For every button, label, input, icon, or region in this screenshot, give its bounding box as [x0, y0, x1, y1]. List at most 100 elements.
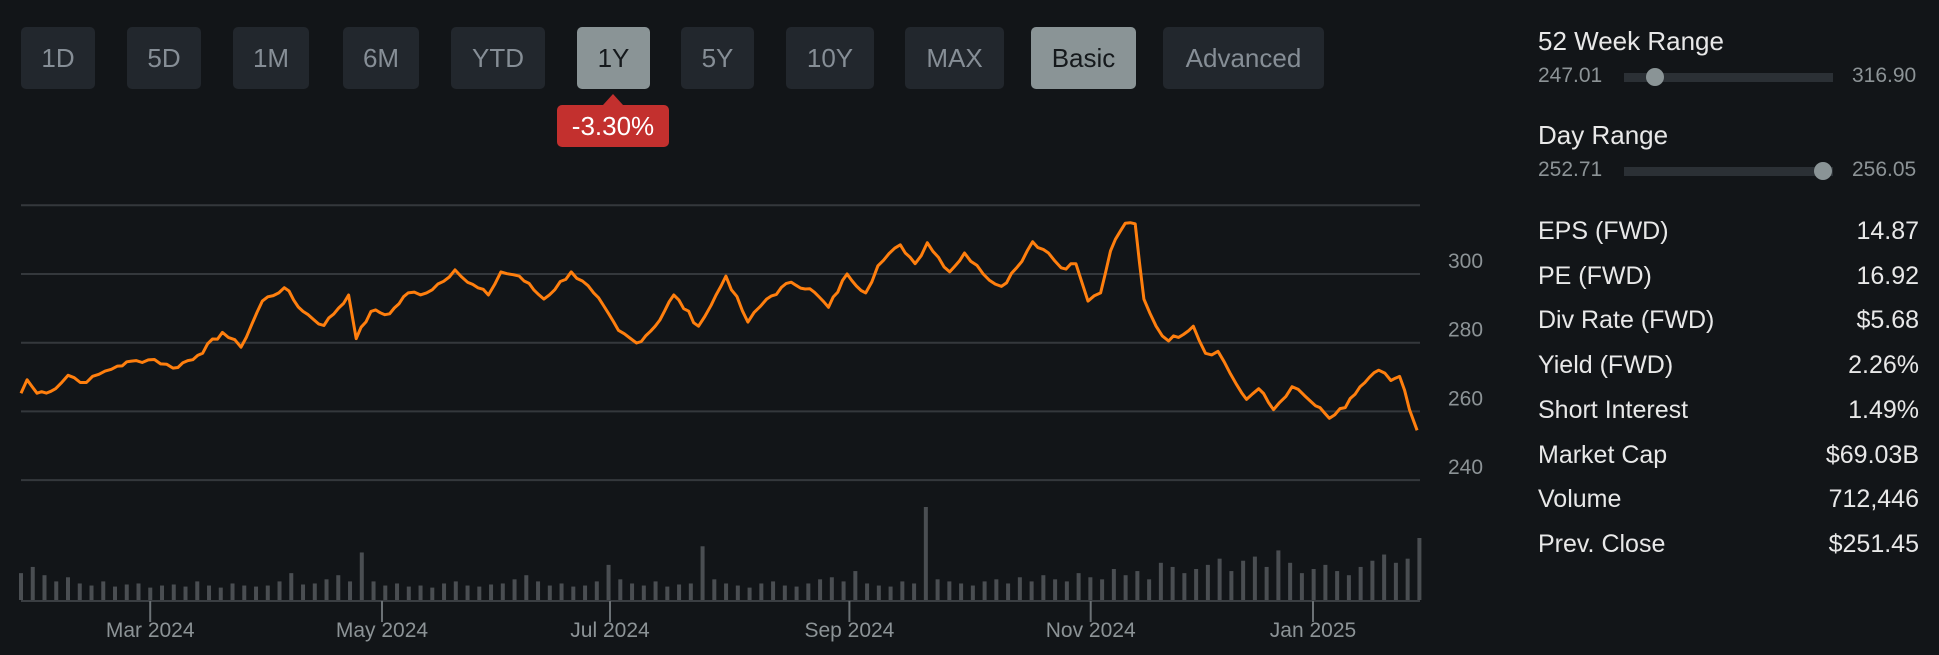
volume-bar	[254, 586, 259, 600]
volume-bar	[641, 585, 646, 600]
volume-bar	[89, 585, 94, 600]
volume-bar	[888, 586, 893, 600]
range-button-1d[interactable]: 1D	[21, 27, 95, 89]
stat-label: Yield (FWD)	[1538, 351, 1674, 380]
stat-label: EPS (FWD)	[1538, 217, 1669, 245]
volume-bar	[383, 585, 388, 600]
volume-bar	[1417, 538, 1422, 600]
volume-bar	[148, 587, 153, 600]
range-button-ytd[interactable]: YTD	[451, 27, 545, 89]
volume-bar	[1323, 564, 1328, 600]
volume-bar	[1346, 575, 1351, 600]
volume-bar	[160, 585, 165, 600]
range-button-1y[interactable]: 1Y	[577, 27, 650, 89]
volume-bar	[66, 577, 71, 600]
stat-row: Market Cap $69.03B	[1538, 441, 1919, 470]
mode-button-basic[interactable]: Basic	[1031, 27, 1136, 89]
mode-button-advanced[interactable]: Advanced	[1163, 27, 1324, 89]
volume-bar	[101, 581, 106, 600]
stat-row: PE (FWD) 16.92	[1538, 262, 1919, 291]
volume-bar	[371, 581, 376, 600]
week52-knob	[1646, 68, 1665, 86]
volume-bar	[900, 581, 905, 600]
volume-bar	[1076, 573, 1081, 600]
volume-bar	[171, 584, 176, 600]
volume-bar	[1170, 566, 1175, 600]
volume-bar	[124, 584, 129, 600]
day-range-knob	[1813, 162, 1832, 180]
volume-bar	[1252, 556, 1257, 600]
stat-row: Volume 712,446	[1538, 485, 1919, 514]
volume-bar	[1229, 571, 1234, 600]
volume-bar	[1276, 550, 1281, 600]
volume-bar	[841, 581, 846, 600]
volume-bar	[1182, 573, 1187, 600]
volume-bar	[536, 581, 541, 600]
volume-bar	[359, 552, 364, 600]
range-button-1m[interactable]: 1M	[233, 27, 309, 89]
stat-value: 1.49%	[1848, 395, 1919, 424]
x-tick-label: May 2024	[336, 619, 429, 642]
stat-label: Volume	[1538, 485, 1622, 514]
volume-bar	[42, 575, 47, 600]
volume-bar	[30, 566, 35, 600]
volume-bar	[1382, 554, 1387, 600]
volume-bar	[301, 584, 306, 600]
range-button-5d[interactable]: 5D	[127, 27, 201, 89]
volume-bar	[594, 581, 599, 600]
stat-value: $5.68	[1856, 306, 1919, 335]
volume-bar	[230, 583, 235, 600]
volume-bar	[500, 583, 505, 600]
range-button-max[interactable]: MAX	[905, 27, 1004, 89]
stat-value: $69.03B	[1825, 440, 1919, 469]
volume-bar	[242, 585, 247, 600]
volume-bar	[735, 585, 740, 600]
x-tick-label: Jul 2024	[570, 619, 650, 642]
stat-label: PE (FWD)	[1538, 261, 1652, 290]
volume-bar	[312, 583, 317, 600]
volume-bar	[489, 584, 494, 600]
volume-bar	[1335, 571, 1340, 600]
day-range-low: 252.71	[1538, 158, 1603, 181]
week52-title: 52 Week Range	[1538, 26, 1724, 56]
volume-bar	[218, 587, 223, 600]
day-range-slider	[1624, 162, 1833, 180]
range-button-5y[interactable]: 5Y	[681, 27, 754, 89]
x-tick-label: Sep 2024	[804, 619, 894, 642]
volume-bar	[1064, 581, 1069, 600]
range-button-6m[interactable]: 6M	[343, 27, 419, 89]
stat-label: Short Interest	[1538, 395, 1689, 424]
volume-bar	[113, 586, 118, 600]
volume-bar	[524, 575, 529, 600]
volume-bar	[818, 579, 823, 600]
volume-bar	[1311, 569, 1316, 600]
volume-bar	[442, 583, 447, 600]
y-tick-label: 260	[1448, 387, 1483, 410]
volume-bar	[982, 581, 987, 600]
volume-bar	[1194, 569, 1199, 600]
volume-bar	[1053, 579, 1058, 600]
volume-bar	[277, 581, 282, 600]
volume-bar	[1123, 575, 1128, 600]
volume-bar	[1358, 566, 1363, 600]
stat-row: Prev. Close $251.45	[1538, 530, 1919, 559]
volume-bar	[406, 586, 411, 600]
volume-bar	[1288, 562, 1293, 600]
volume-bar	[418, 585, 423, 600]
volume-bar	[1029, 581, 1034, 600]
day-range-high: 256.05	[1852, 158, 1917, 181]
x-tick-label: Mar 2024	[106, 619, 195, 642]
volume-bar	[1299, 573, 1304, 600]
stat-label: Market Cap	[1538, 440, 1668, 469]
volume-bar	[559, 583, 564, 600]
volume-bar	[1205, 564, 1210, 600]
volume-bar	[19, 573, 23, 600]
volume-bar	[853, 571, 858, 600]
volume-bar	[136, 583, 141, 600]
range-button-10y[interactable]: 10Y	[786, 27, 874, 89]
volume-bar	[265, 585, 270, 600]
volume-bar	[1088, 577, 1093, 600]
volume-bar	[747, 587, 752, 600]
volume-bar	[477, 586, 482, 600]
